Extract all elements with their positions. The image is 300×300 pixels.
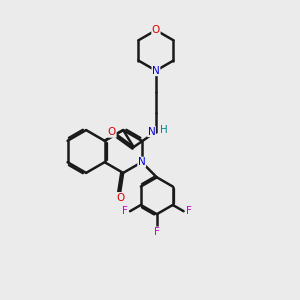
Text: F: F [186, 206, 192, 216]
Text: H: H [160, 125, 168, 135]
Text: O: O [108, 127, 116, 137]
Text: N: N [148, 127, 155, 136]
Text: N: N [138, 157, 146, 167]
Text: N: N [152, 66, 160, 76]
Text: F: F [122, 206, 128, 216]
Text: F: F [154, 227, 160, 237]
Text: O: O [152, 25, 160, 35]
Text: O: O [116, 193, 124, 202]
